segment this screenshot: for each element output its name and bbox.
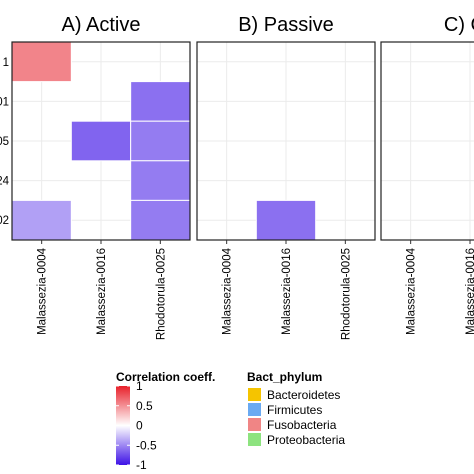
x-tick-label: Malassezia-0004 [406,247,418,335]
x-tick-label: Malassezia-0016 [281,248,293,335]
facet-panels: A) Active Malassezia-0004 Malassezia-0016 R… [0,14,474,340]
legend-swatch [248,388,261,401]
legend-swatch [248,418,261,431]
colorbar-tick-label: 0 [136,419,143,433]
y-tick-label: 24 [0,176,10,188]
y-tick-label: 02 [0,215,9,227]
panel-title: C) Co [444,14,474,36]
y-tick-label: 05 [0,136,9,148]
legend-label: Fusobacteria [267,418,337,432]
y-tick-label: 1 [3,57,9,69]
x-tick-label: Rhodotorula-0025 [155,248,167,340]
x-tick-label: Malassezia-0016 [465,248,474,335]
heatmap-cell [11,41,72,83]
colorbar-tick-label: 0.5 [136,399,153,413]
heatmap-cell [130,160,191,201]
panel-title: B) Passive [238,14,334,36]
heatmap-cell [130,81,191,122]
panel-title: A) Active [62,14,141,36]
heatmap-cell [130,199,191,241]
colorbar-tick-label: -0.5 [136,438,157,452]
colorbar [116,386,130,465]
heatmap-cell [255,199,317,241]
heatmap-cell [11,199,72,241]
panel-0: A) Active Malassezia-0004 Malassezia-0016 R… [11,14,191,340]
heatmap-cell [70,120,132,162]
legend-label: Firmicutes [267,403,322,417]
colorbar-tick-label: 1 [136,379,143,393]
legend-swatch [248,433,261,446]
legends: Correlation coeff. 1 0.5 0 -0.5 -1 Bact_phyl… [116,370,345,472]
x-tick-label: Malassezia-0016 [96,248,108,335]
heatmap-cell [130,120,191,162]
panel-1: B) Passive Malassezia-0004 Malassezia-0016… [196,14,376,340]
legend-swatch [248,403,261,416]
phylum-legend-title: Bact_phylum [247,370,322,384]
panel-2: C) Co Malassezia-0004 Malassezia-0016 [380,14,474,335]
legend-label: Proteobacteria [267,433,345,447]
colorbar-tick-label: -1 [136,458,147,472]
legend-label: Bacteroidetes [267,388,340,402]
x-tick-label: Malassezia-0004 [37,247,49,335]
x-tick-label: Rhodotorula-0025 [340,248,352,340]
colorbar-title: Correlation coeff. [116,370,215,384]
colorbar-ticks: 1 0.5 0 -0.5 -1 [116,379,157,472]
y-tick-label: 01 [0,96,9,108]
x-tick-label: Malassezia-0004 [222,247,234,335]
phylum-legend-items: BacteroidetesFirmicutesFusobacteriaProte… [248,388,345,447]
